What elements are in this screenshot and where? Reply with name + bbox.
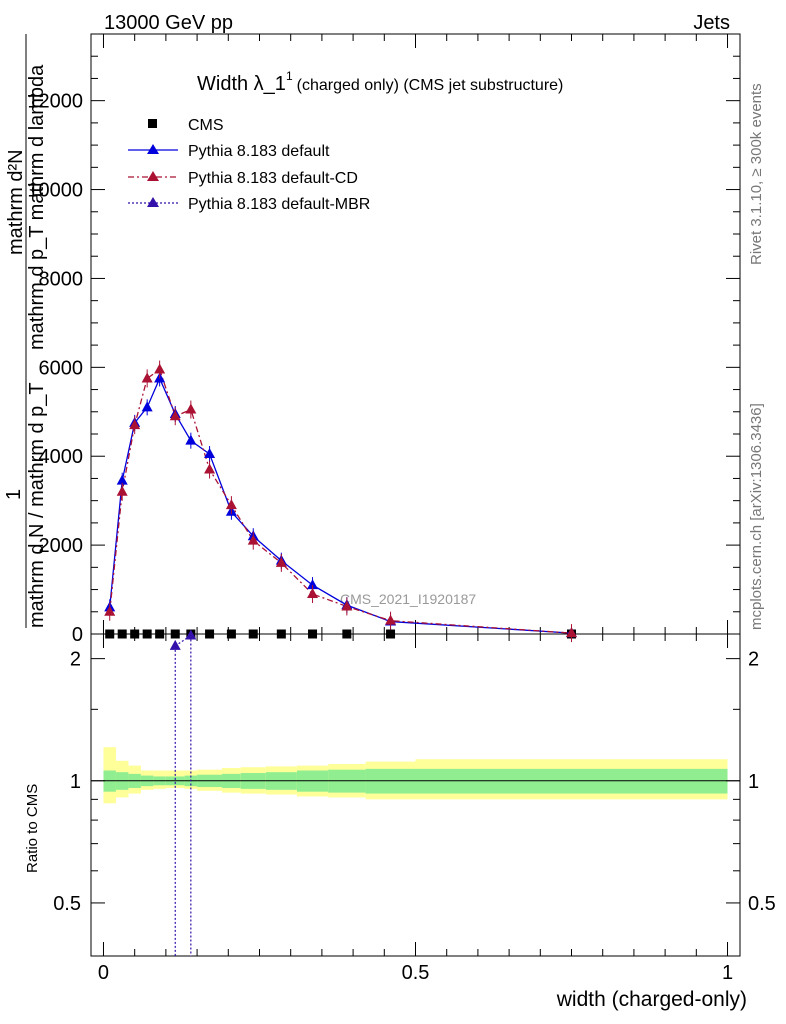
cd-point-8	[225, 499, 237, 510]
legend-marker-cd	[147, 171, 159, 181]
y-tick-label-0: 0	[72, 624, 83, 646]
x-tick-label-1: 0.5	[402, 962, 430, 984]
cd-point-12	[341, 600, 353, 611]
cms-point-5	[170, 629, 180, 639]
mbr-ratio-line	[174, 635, 192, 647]
y-tick-label-5: 10000	[27, 180, 83, 202]
cd-point-7	[204, 463, 216, 474]
ratio-y-axis-label: Ratio to CMS	[24, 784, 41, 873]
mbr-ratio-point-0	[169, 639, 181, 650]
rivet-label: Rivet 3.1.10, ≥ 300k events	[748, 83, 765, 265]
y-tick-label-2: 4000	[39, 446, 84, 468]
default-point-11	[307, 579, 319, 590]
main-y-ticks: 0 2000 4000 6000 8000 10000 12000	[27, 55, 740, 646]
title-rest: (charged only) (CMS jet substructure)	[297, 77, 564, 94]
ratio-series-layer	[169, 629, 197, 956]
cd-point-5	[169, 410, 181, 421]
ratio-y-tick-label-right-0: 0.5	[748, 893, 776, 915]
mcplots-label: mcplots.cern.ch [arXiv:1306.3436]	[748, 403, 765, 630]
ylabel-denominator: mathrm d p_T mathrm d lambda	[26, 64, 48, 350]
cms-point-4	[155, 629, 165, 639]
cms-point-10	[276, 629, 286, 639]
mbr-ratio-point-1	[185, 629, 197, 640]
cms-point-13	[386, 629, 396, 639]
default-point-1	[116, 474, 128, 485]
title-main: Width λ_1	[197, 73, 286, 95]
x-ticks: 0 0.5 1	[98, 34, 733, 984]
series-layer	[104, 360, 578, 643]
y-axis-label: 1 mathrm d N / mathrm d p_T mathrm d²N m…	[3, 34, 48, 628]
cms-point-9	[248, 629, 258, 639]
y-tick-label-6: 12000	[27, 91, 83, 113]
legend-marker-default	[147, 144, 159, 154]
legend-label-default: Pythia 8.183 default	[188, 143, 330, 160]
header-right: Jets	[693, 12, 730, 34]
cms-point-7	[205, 629, 215, 639]
cms-point-2	[130, 629, 140, 639]
cms-point-8	[226, 629, 236, 639]
legend-marker-cms	[148, 119, 157, 128]
y-tick-label-3: 6000	[39, 357, 84, 379]
x-tick-label-2: 1	[722, 962, 733, 984]
cd-point-0	[104, 605, 116, 616]
cd-point-3	[141, 372, 153, 383]
header-left: 13000 GeV pp	[104, 12, 233, 34]
cd-point-2	[129, 419, 141, 430]
cd-point-11	[307, 588, 319, 598]
legend-label-mbr: Pythia 8.183 default-MBR	[188, 196, 370, 213]
default-point-3	[141, 401, 153, 412]
ratio-y-tick-label-right-2: 2	[748, 649, 759, 671]
y-tick-label-1: 2000	[39, 535, 84, 557]
ratio-y-tick-label-left-2: 2	[70, 649, 81, 671]
y-tick-label-4: 8000	[39, 268, 84, 290]
legend: CMS Pythia 8.183 default Pythia 8.183 de…	[128, 117, 370, 213]
cd-point-1	[116, 485, 128, 496]
legend-label-cms: CMS	[188, 117, 224, 134]
legend-label-cd: Pythia 8.183 default-CD	[188, 170, 358, 187]
ratio-y-tick-label-right-1: 1	[748, 771, 759, 793]
cms-point-12	[342, 629, 352, 639]
ylabel-fraction-top: 1	[3, 489, 25, 500]
cd-point-10	[275, 556, 287, 567]
analysis-watermark: CMS_2021_I1920187	[340, 591, 476, 607]
cms-point-1	[117, 629, 127, 639]
x-tick-label-0: 0	[98, 962, 109, 984]
chart-title: Width λ_11 (charged only) (CMS jet substr…	[197, 69, 563, 95]
default-point-7	[204, 448, 216, 458]
default-point-6	[185, 434, 197, 445]
cd-point-4	[154, 363, 166, 374]
ratio-y-tick-label-left-0: 0.5	[53, 893, 81, 915]
cd-point-9	[247, 534, 259, 545]
ylabel-fraction-bottom: mathrm d N / mathrm d p_T	[26, 382, 48, 628]
ratio-uncertainty-bands	[103, 747, 728, 804]
legend-marker-mbr	[147, 197, 159, 207]
ylabel-numerator: mathrm d²N	[5, 149, 27, 255]
cms-point-3	[142, 629, 152, 639]
cd-point-13	[385, 614, 397, 625]
cd-point-6	[185, 403, 197, 414]
cd-point-14	[566, 627, 578, 638]
x-axis-label: width (charged-only)	[556, 988, 747, 1011]
cms-point-11	[308, 629, 318, 639]
ratio-y-tick-label-left-1: 1	[70, 771, 81, 793]
cms-point-0	[105, 629, 115, 639]
ratio-y-ticks: 0.5 0.5 1 1 2 2	[53, 649, 776, 915]
title-superscript: 1	[286, 69, 293, 83]
